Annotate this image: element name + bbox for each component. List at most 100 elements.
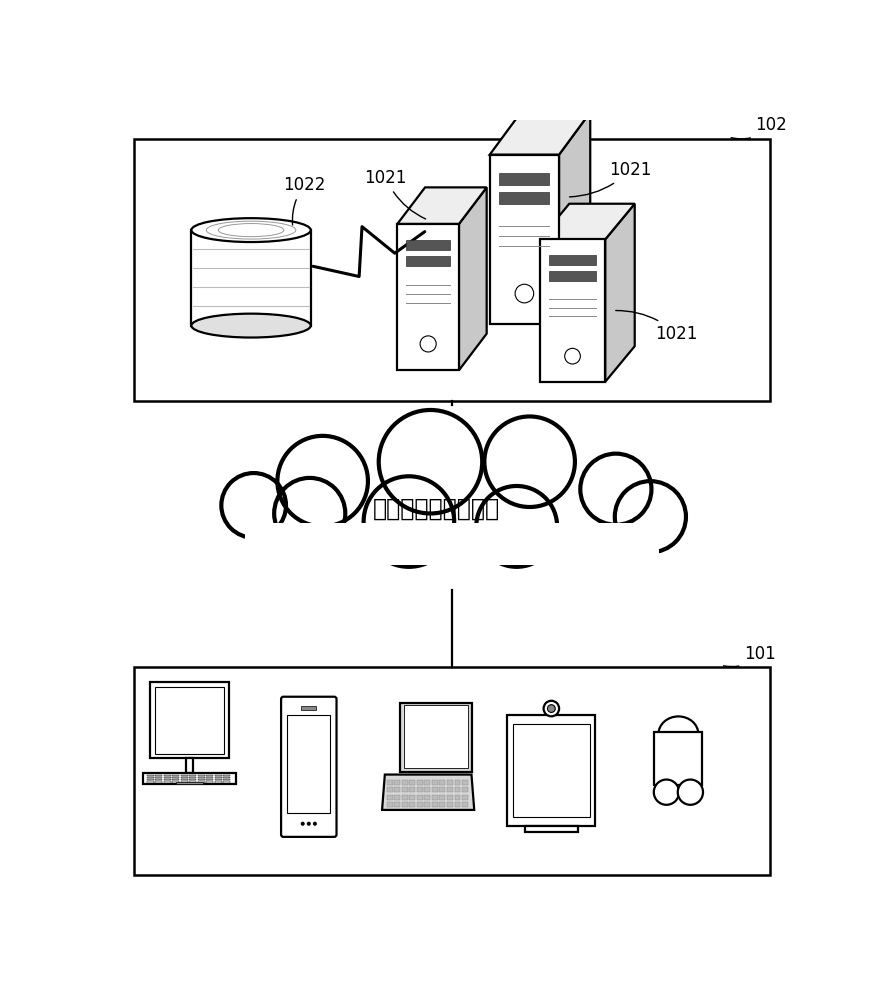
Circle shape [307,822,310,826]
Bar [462,787,468,792]
Bar [198,777,205,778]
Bar [198,775,205,776]
Bar [417,787,422,792]
Bar [394,780,400,785]
Bar [525,826,578,832]
Bar [143,773,235,784]
Bar [404,705,468,768]
Bar [447,787,452,792]
Bar [147,779,153,780]
Bar [147,775,153,776]
Bar [409,795,415,800]
Bar [198,779,205,780]
Bar [402,787,407,792]
Bar [155,777,162,778]
Bar [223,781,230,783]
Bar [134,667,770,875]
Bar [454,802,460,807]
Bar [215,779,221,780]
Circle shape [420,336,437,352]
Polygon shape [382,775,475,810]
Polygon shape [605,204,635,382]
Circle shape [221,473,286,538]
Bar [190,777,197,778]
Bar [424,802,430,807]
Bar [181,777,188,778]
Circle shape [564,348,580,364]
Text: 1022: 1022 [283,176,325,225]
Bar [549,271,596,281]
Circle shape [654,780,679,805]
Text: 1021: 1021 [570,161,652,197]
Bar [409,802,415,807]
Circle shape [515,284,534,303]
Circle shape [615,481,686,552]
Bar [549,255,596,265]
Ellipse shape [191,218,310,242]
Bar [301,706,317,710]
Bar [386,780,392,785]
Bar [439,802,445,807]
Text: 1021: 1021 [364,169,426,219]
Bar [499,173,549,185]
Bar [164,781,171,783]
Bar [406,256,451,266]
Bar [402,795,407,800]
Bar [147,781,153,783]
Bar [409,780,415,785]
Polygon shape [490,112,590,155]
Bar [176,782,204,784]
Bar [507,715,595,826]
Polygon shape [559,112,590,324]
Text: 101: 101 [723,645,775,667]
Bar [394,795,400,800]
Bar [402,780,407,785]
Bar [424,787,430,792]
Bar [386,795,392,800]
Bar [402,802,407,807]
Bar [288,715,330,813]
Bar [409,787,415,792]
Ellipse shape [191,314,310,338]
Circle shape [313,822,317,826]
Bar [454,795,460,800]
Ellipse shape [659,716,699,752]
FancyBboxPatch shape [281,697,337,837]
Circle shape [580,454,652,525]
Bar [164,775,171,776]
Bar [394,802,400,807]
Bar [454,780,460,785]
Bar [432,802,437,807]
Bar [512,724,590,817]
Bar [215,777,221,778]
Bar [155,687,224,754]
Bar [190,781,197,783]
Bar [186,758,192,773]
Circle shape [484,416,575,507]
Bar [164,779,171,780]
Circle shape [543,701,559,716]
Bar [439,795,445,800]
Bar [424,780,430,785]
Bar [155,781,162,783]
Bar [206,777,213,778]
Bar [150,682,228,758]
Bar [432,780,437,785]
Polygon shape [459,187,487,370]
Bar [164,777,171,778]
Bar [181,775,188,776]
Bar [386,787,392,792]
Bar [394,787,400,792]
Bar [223,777,230,778]
Circle shape [378,410,482,513]
Bar [206,779,213,780]
Bar [386,802,392,807]
Bar [432,787,437,792]
Bar [424,795,430,800]
Bar [190,775,197,776]
Polygon shape [540,204,635,239]
Bar [223,779,230,780]
Circle shape [476,486,557,567]
Bar [400,703,472,772]
Bar [173,779,179,780]
